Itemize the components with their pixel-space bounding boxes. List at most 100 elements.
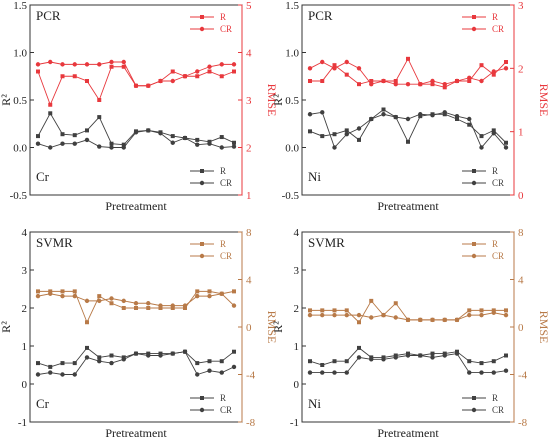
r2-cr-series-point <box>405 116 411 122</box>
rmse-r-series-point <box>320 79 325 83</box>
right-tick-label: 0 <box>518 322 524 334</box>
r2-cr-series-point <box>503 368 509 373</box>
left-tick-label: 0.0 <box>285 143 299 155</box>
rmse-r-series-point <box>207 69 212 74</box>
rmse-r-series-point <box>60 74 65 79</box>
rmse-cr-series-point <box>430 317 435 323</box>
rmse-legend-marker <box>471 253 477 259</box>
r2-legend-label: CR <box>220 405 232 415</box>
r2-cr-series-point <box>195 142 200 147</box>
r2-r-series-point <box>195 137 200 142</box>
rmse-cr-series-point <box>491 310 496 315</box>
r2-r-series-point <box>344 359 349 364</box>
rmse-legend-label: CR <box>492 24 504 34</box>
panel-title: PCR <box>36 8 61 23</box>
plot-frame <box>301 231 515 423</box>
r2-cr-series-point <box>158 353 163 358</box>
r2-r-series-point <box>72 133 77 138</box>
rmse-cr-series-point <box>418 317 423 323</box>
rmse-r-series-point <box>170 306 175 310</box>
r2-cr-series-point <box>121 357 126 362</box>
rmse-r-series-point <box>48 102 53 107</box>
r2-cr-series-point <box>381 357 386 362</box>
left-tick-label: 2 <box>22 303 28 315</box>
left-tick-label: 0.0 <box>13 143 27 155</box>
rmse-legend-label: R <box>220 12 226 22</box>
r2-r-series-line <box>309 108 507 144</box>
r2-cr-series-point <box>491 131 496 136</box>
r2-legend-label: CR <box>492 178 504 188</box>
r2-r-series-point <box>332 359 337 364</box>
rmse-cr-series-point <box>454 78 460 84</box>
chart-panel-1: -0.5 0.0 0.5 1.0 1.5 1 2 3 4 5 R² RMSE Pretreatment P… <box>0 0 279 213</box>
rmse-r-series-point <box>121 306 126 310</box>
r2-cr-series-point <box>393 114 398 120</box>
r2-r-series-line <box>37 112 235 146</box>
r2-cr-series-point <box>97 144 102 149</box>
r2-cr-series-point <box>121 145 126 150</box>
rmse-cr-series-point <box>121 59 126 65</box>
right-tick-label: 4 <box>246 275 252 287</box>
rmse-cr-series-point <box>158 78 163 84</box>
r2-r-series-point <box>36 134 40 139</box>
r2-r-series-point <box>195 361 200 366</box>
rmse-cr-series-point <box>356 312 362 318</box>
r2-cr-series-point <box>170 140 175 145</box>
r2-r-series-point <box>491 359 496 364</box>
right-tick-label: 3 <box>518 0 524 12</box>
rmse-cr-series-point <box>207 293 212 299</box>
right-tick-label: 4 <box>518 275 524 287</box>
rmse-r-series-point <box>467 308 472 313</box>
right-tick-label: 4 <box>246 48 252 60</box>
rmse-r-series-point <box>491 308 496 313</box>
rmse-r-series-point <box>219 74 224 79</box>
left-tick-label: 1.0 <box>285 48 299 60</box>
r2-cr-series-point <box>381 112 386 117</box>
plot-frame <box>301 4 515 196</box>
rmse-cr-series-point <box>133 83 139 88</box>
r2-cr-series-point <box>60 372 65 377</box>
r2-r-series-point <box>504 140 508 145</box>
rmse-cr-series-point <box>133 301 139 306</box>
rmse-r-series-point <box>357 320 361 325</box>
r2-cr-series-point <box>344 370 349 375</box>
r2-legend-marker <box>200 169 204 173</box>
r2-legend-marker <box>472 169 476 173</box>
r2-cr-series-point <box>356 355 362 360</box>
rmse-cr-series-point <box>195 69 200 74</box>
rmse-cr-series-point <box>48 59 53 65</box>
rmse-r-series-point <box>406 56 410 61</box>
right-tick-label: -8 <box>246 417 256 429</box>
rmse-r-series-point <box>320 308 325 313</box>
y-axis-label-right: RMSE <box>537 84 550 117</box>
r2-cr-series-point <box>369 357 374 362</box>
r2-legend-label: CR <box>220 178 232 188</box>
rmse-cr-series-point <box>84 62 90 67</box>
rmse-r-series-point <box>430 82 435 87</box>
rmse-r-series-point <box>97 98 102 102</box>
r2-cr-series-point <box>418 353 423 358</box>
rmse-cr-series-point <box>158 303 163 308</box>
r2-cr-series-point <box>170 351 175 356</box>
rmse-cr-series-point <box>467 75 472 81</box>
x-axis-label: Pretreatment <box>377 426 439 438</box>
rmse-cr-series-point <box>231 303 237 308</box>
rmse-r-series-point <box>357 82 361 87</box>
left-tick-label: -1 <box>290 417 299 429</box>
rmse-legend-marker <box>199 26 205 32</box>
r2-cr-series-point <box>158 131 163 136</box>
r2-r-series-point <box>121 142 126 147</box>
rmse-cr-series-line <box>309 61 507 85</box>
rmse-cr-series-point <box>146 83 151 88</box>
rmse-cr-series-point <box>35 62 41 67</box>
r2-r-series-point <box>109 353 114 358</box>
rmse-cr-series-point <box>332 66 337 71</box>
rmse-cr-series-point <box>405 81 411 87</box>
rmse-r-series-point <box>308 79 312 83</box>
rmse-r-series-point <box>369 298 374 303</box>
rmse-cr-series-point <box>418 81 423 87</box>
rmse-cr-series-point <box>170 78 175 84</box>
rmse-r-series-point <box>442 85 447 90</box>
